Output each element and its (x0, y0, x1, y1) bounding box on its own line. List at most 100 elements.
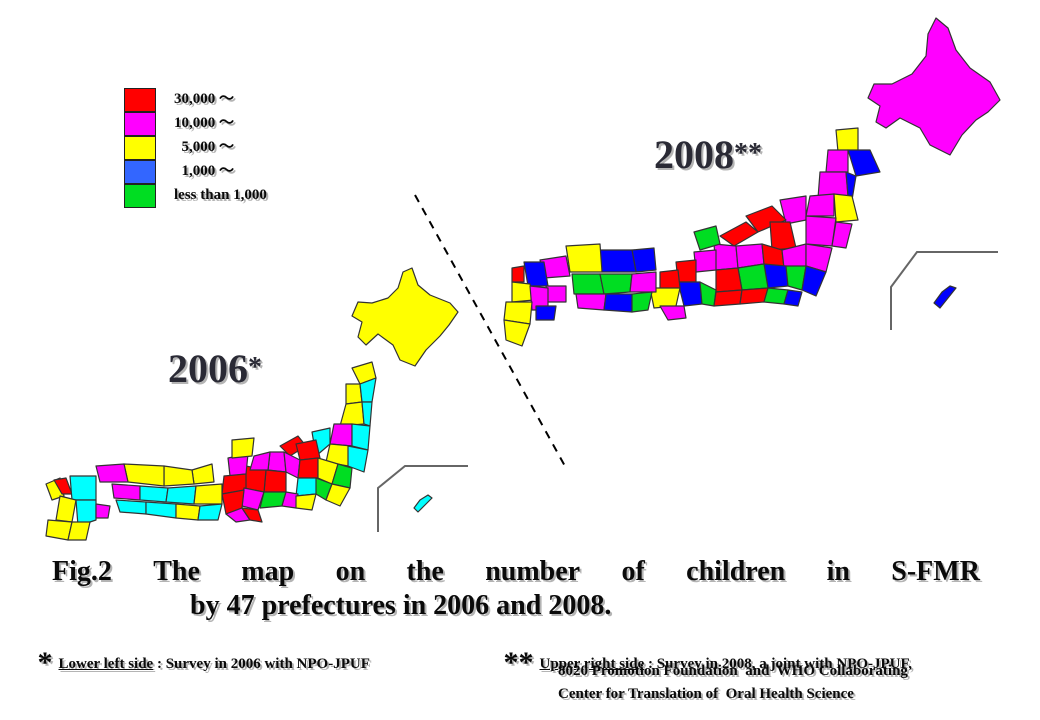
map-2008-prefecture-53 (535, 305, 557, 321)
legend: 30,000 〜 10,000 〜 5,000 〜 1,000 〜 less tha… (124, 88, 324, 212)
map-2008-prefecture-46 (511, 265, 525, 283)
legend-label-2: 10,000 〜 (174, 115, 235, 131)
legend-label-3: 5,000 〜 (174, 139, 235, 155)
title-word-1: Fig.2 (52, 556, 112, 587)
note-2008-underlined: Upper right side (539, 656, 645, 672)
map-2008-prefecture-12 (719, 221, 759, 247)
map-2006-prefecture-20 (325, 483, 351, 507)
map-2008-prefecture-9 (805, 215, 837, 247)
figure-title-line-2: by 47 prefectures in 2006 and 2008. (190, 590, 612, 621)
title-word-6: number (485, 556, 581, 587)
map-2006-prefecture-53 (95, 503, 111, 519)
map-2006-prefecture-13 (267, 451, 287, 473)
map-2008-prefecture-3 (847, 149, 881, 177)
map-2008-prefecture-28 (699, 281, 717, 307)
title-word-7: of (621, 556, 645, 587)
map-2006-prefecture-6 (329, 423, 353, 447)
map-2006-prefecture-38 (111, 483, 141, 501)
map-2008-prefecture-38 (565, 243, 603, 273)
map-2008-prefecture-45 (631, 291, 653, 313)
map-2006-prefecture-4 (339, 401, 365, 427)
figure-title-line-1: Fig.2 The map on the number of children in S-FMR (52, 555, 980, 589)
map-2008-prefecture-33 (659, 269, 681, 291)
map-2006-prefecture-35 (163, 465, 195, 487)
legend-swatch-1 (124, 88, 156, 112)
map-2008-prefecture-24 (693, 249, 717, 273)
map-2008-prefecture-2 (825, 149, 849, 173)
map-2006-prefecture-44 (175, 503, 201, 521)
japan-map-2006 (45, 267, 459, 541)
year-2006-mark: * (248, 352, 262, 383)
note-2006-mark: * (37, 646, 53, 679)
note-2006-rest: : Survey in 2006 with NPO-JPUF (153, 656, 370, 672)
map-2008-prefecture-47 (523, 261, 549, 287)
map-2006-prefecture-30 (295, 493, 317, 511)
map-2008-prefecture-13 (769, 221, 797, 251)
okinawa-inset-frame-2006 (377, 465, 468, 532)
map-2006-prefecture-50 (75, 499, 97, 527)
map-2006-prefecture-52 (67, 521, 91, 541)
okinawa-inset-frame-2008 (890, 251, 998, 330)
map-2008-prefecture-1 (835, 127, 859, 153)
map-2006-prefecture-36 (123, 463, 165, 487)
note-2008-mark: ** (503, 646, 534, 679)
map-2006-prefecture-34 (191, 463, 215, 485)
map-2008-prefecture-35 (659, 305, 687, 321)
map-2006-prefecture-37 (95, 463, 129, 483)
note-2008: ** Upper right side : Survey in 2008, a j… (496, 630, 913, 678)
map-2006-prefecture-10 (347, 445, 369, 473)
legend-label-4: 1,000 〜 (174, 163, 235, 179)
prefectures-2008 (503, 127, 881, 347)
map-2006-prefecture-18 (295, 477, 319, 497)
title-word-2: The (153, 556, 200, 587)
map-2008-prefecture-22 (737, 263, 769, 291)
map-2008-prefecture-44 (603, 293, 633, 313)
year-2008-mark: ** (734, 138, 762, 169)
year-label-2006: 2006* (168, 346, 262, 391)
map-2008-prefecture-29 (713, 289, 743, 307)
map-2008-prefecture-11 (745, 205, 787, 233)
map-2006-prefecture-5 (361, 401, 373, 427)
legend-swatch-2 (124, 112, 156, 136)
legend-swatch-5 (124, 184, 156, 208)
map-2008-prefecture-48 (545, 285, 567, 303)
map-2008-prefecture-7 (833, 193, 859, 223)
year-2006-text: 2006 (168, 346, 248, 391)
survey-divider-line (414, 194, 567, 469)
map-2006-prefecture-48 (69, 475, 97, 501)
japan-map-2008 (503, 17, 1001, 347)
map-2006-prefecture-25 (249, 451, 271, 471)
map-2006-prefecture-41 (193, 483, 223, 505)
note-2006-underlined: Lower left side (58, 656, 154, 672)
title-word-8: children (686, 556, 786, 587)
year-2008-text: 2008 (654, 132, 734, 177)
title-word-5: the (406, 556, 444, 587)
year-label-2008: 2008** (654, 132, 762, 177)
hokkaido-2008 (867, 17, 1001, 156)
map-2008-prefecture-41 (599, 273, 633, 295)
title-word-4: on (335, 556, 366, 587)
note-2008-rest: : Survey in 2008, a joint with NPO-JPUF, (644, 656, 913, 672)
map-2008-prefecture-21 (801, 265, 827, 297)
map-2006-prefecture-45 (197, 503, 223, 521)
map-2008-prefecture-25 (693, 225, 721, 251)
title-word-9: in (826, 556, 850, 587)
map-2008-prefecture-37 (599, 249, 637, 273)
legend-swatch-3 (124, 136, 156, 160)
map-2006-prefecture-24 (231, 437, 255, 459)
okinawa-2008 (933, 285, 957, 309)
legend-label-5: less than 1,000 (174, 187, 267, 203)
map-2008-prefecture-52 (503, 319, 531, 347)
map-2008-prefecture-43 (575, 293, 607, 311)
map-2008-prefecture-23 (715, 267, 743, 293)
note-2008-line-2: 8020 Promotion Foundation and WHO Collab… (558, 663, 908, 679)
map-2006-prefecture-33 (241, 507, 263, 523)
map-2006-prefecture-12 (295, 439, 321, 461)
title-word-3: map (241, 556, 295, 587)
map-2008-prefecture-6 (805, 193, 835, 217)
map-2008-prefecture-27 (677, 281, 703, 307)
map-2006-prefecture-21 (263, 469, 287, 493)
map-2008-prefecture-14 (713, 243, 739, 271)
map-2008-prefecture-40 (571, 273, 605, 295)
prefectures-2006 (45, 361, 377, 541)
